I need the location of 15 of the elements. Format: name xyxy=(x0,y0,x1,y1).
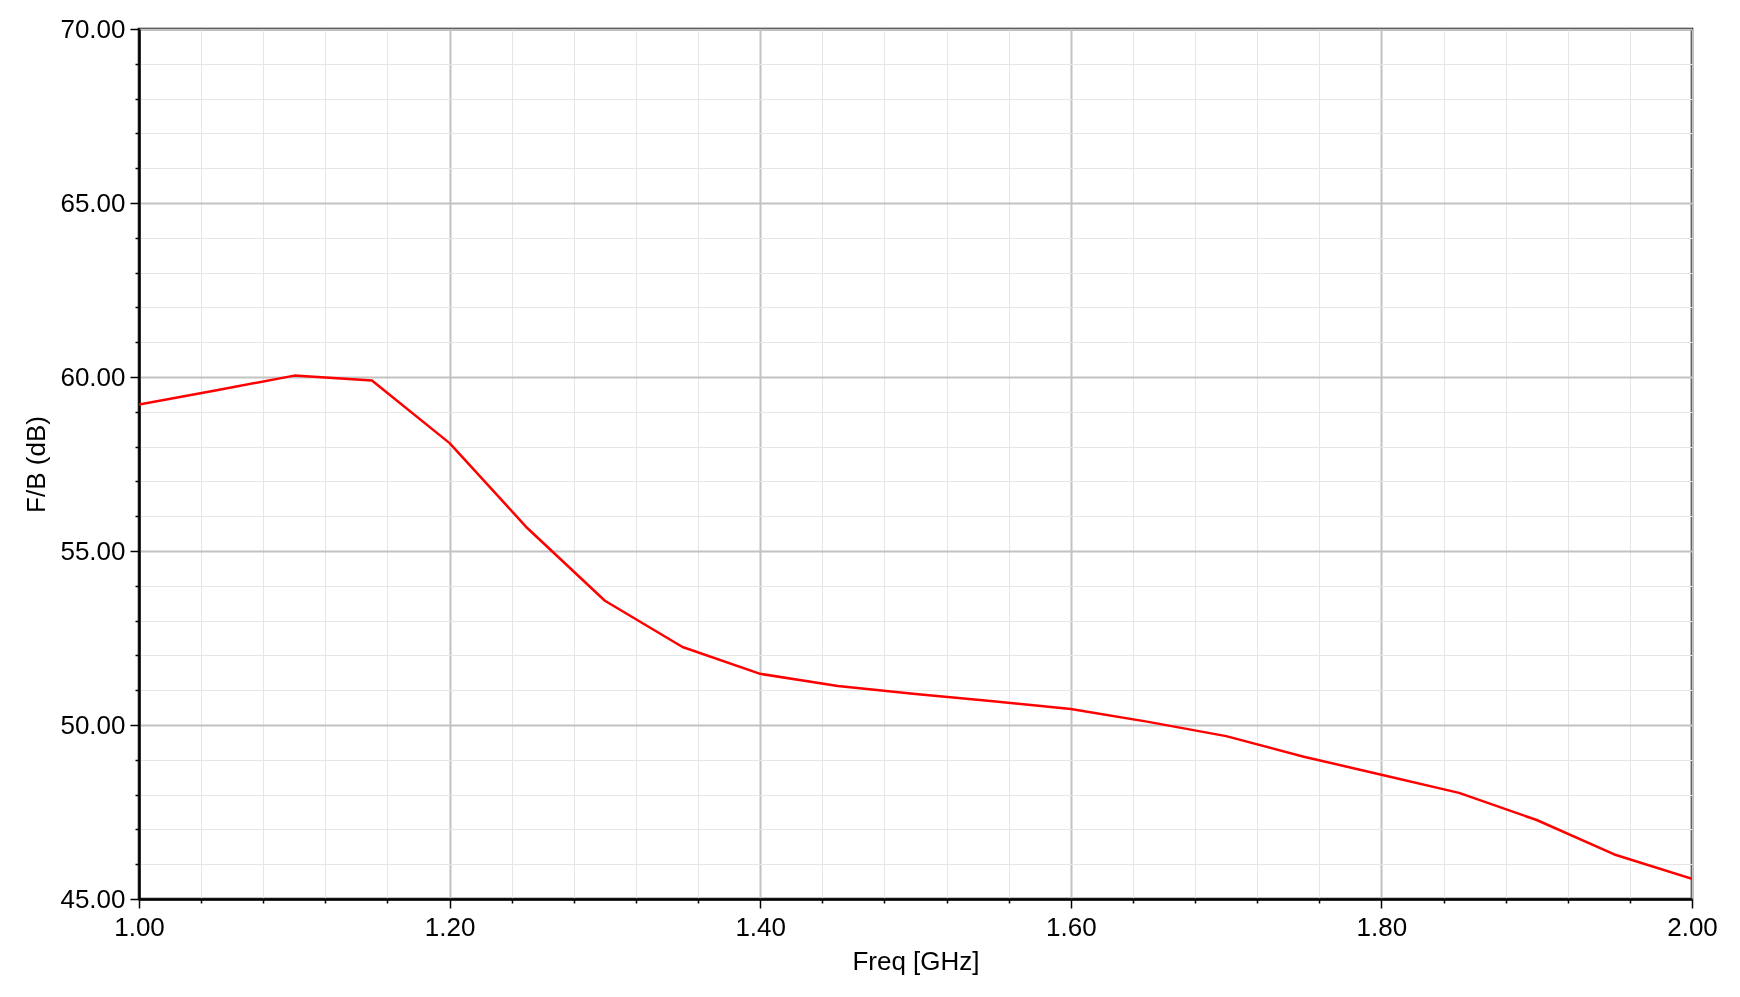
x-axis-title: Freq [GHz] xyxy=(852,945,980,976)
x-tick-label: 1.20 xyxy=(424,911,476,942)
x-tick-label: 1.80 xyxy=(1356,911,1408,942)
y-tick-label: 65.00 xyxy=(60,187,126,218)
x-tick-label: 2.00 xyxy=(1667,911,1718,942)
x-tick-label: 1.00 xyxy=(114,911,165,942)
line-series xyxy=(139,374,1692,881)
y-tick-label: 70.00 xyxy=(60,13,126,44)
y-axis-title: F/B (dB) xyxy=(21,416,52,513)
y-tick-label: 55.00 xyxy=(60,535,126,566)
y-tick-label: 45.00 xyxy=(60,883,126,914)
y-tick-label: 60.00 xyxy=(60,361,126,392)
x-tick-label: 1.40 xyxy=(735,911,786,942)
y-tick-label: 50.00 xyxy=(60,709,126,740)
x-tick-label: 1.60 xyxy=(1046,911,1097,942)
